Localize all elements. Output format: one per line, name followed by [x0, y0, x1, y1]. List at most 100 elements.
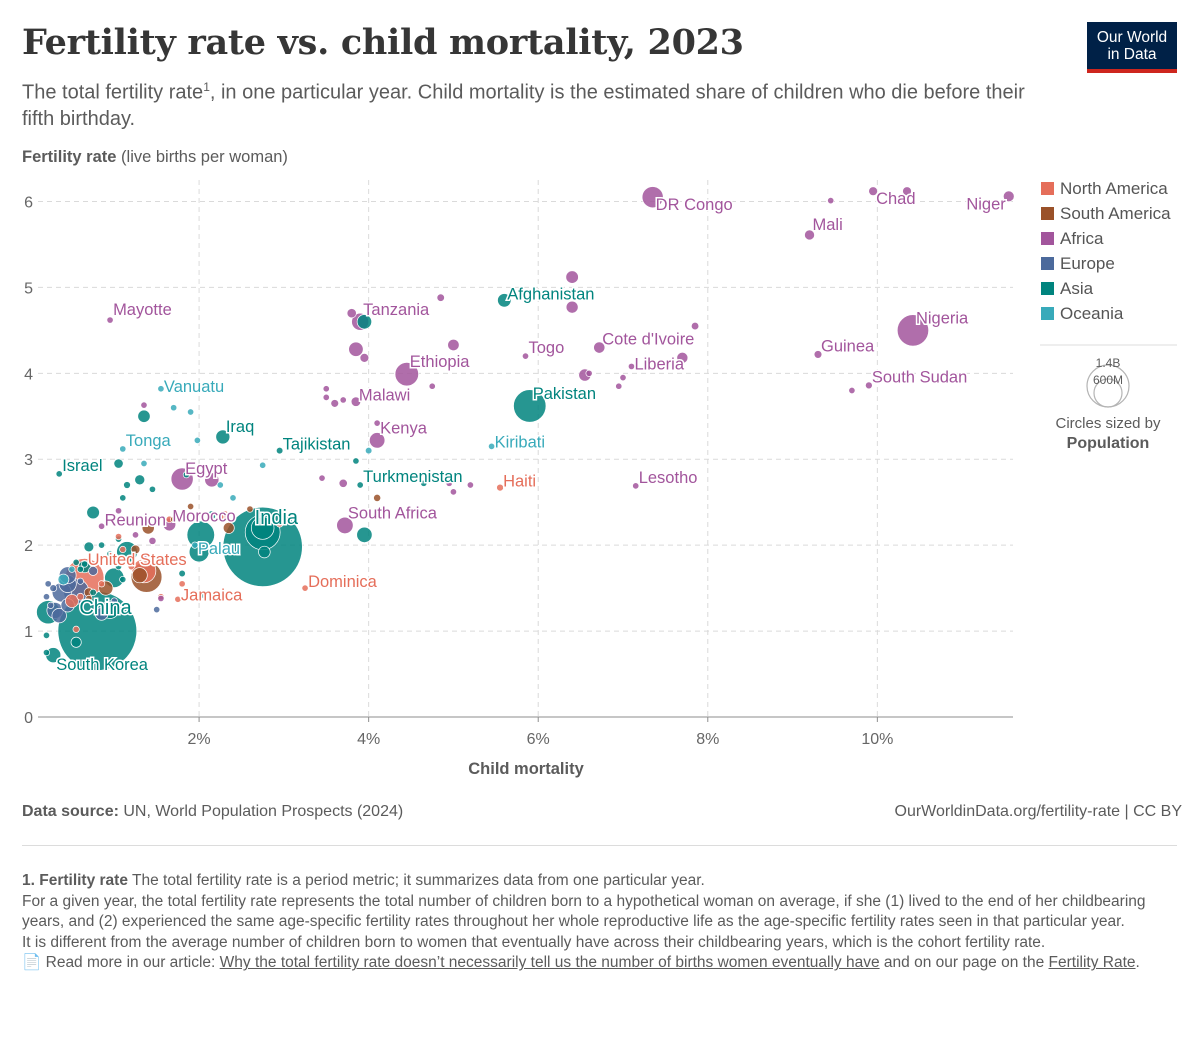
point-qatar[interactable] [72, 558, 80, 566]
point-puerto-rico[interactable] [72, 625, 80, 633]
point-south-africa[interactable] [336, 516, 354, 535]
point-dominica[interactable] [301, 584, 309, 592]
point-laos[interactable] [420, 479, 428, 487]
point-new-zealand[interactable] [68, 565, 76, 573]
point-palau[interactable] [191, 541, 199, 549]
point-timor-leste[interactable] [352, 457, 360, 465]
point-nigeria[interactable] [896, 314, 930, 347]
point-zambia[interactable] [346, 308, 357, 319]
footnote-ref[interactable]: 1 [203, 80, 210, 94]
point-cambodia[interactable] [207, 510, 217, 520]
point-singapore[interactable] [42, 631, 51, 639]
point-romania[interactable] [88, 566, 99, 576]
point-eritrea[interactable] [322, 393, 330, 401]
legend-label-south-america[interactable]: South America [1060, 204, 1171, 223]
point-nicaragua[interactable] [144, 515, 152, 523]
point-panama[interactable] [131, 520, 140, 528]
point-burundi[interactable] [436, 293, 445, 302]
point-guinea-bissau[interactable] [619, 374, 627, 382]
legend-swatch-asia[interactable] [1041, 282, 1054, 295]
point-estonia[interactable] [42, 593, 51, 601]
point-samoa[interactable] [193, 436, 201, 444]
point-iraq[interactable] [215, 429, 231, 445]
point-dr-congo[interactable] [641, 186, 664, 209]
point-liberia[interactable] [627, 362, 636, 370]
point-lebanon[interactable] [98, 541, 106, 549]
point-saudi-arabia[interactable] [86, 505, 100, 520]
point-cuba[interactable] [76, 592, 85, 601]
point-central-african-republic[interactable] [827, 197, 835, 205]
point-kyrgyzstan[interactable] [182, 471, 190, 479]
point-guyana[interactable] [246, 505, 254, 513]
point-australia[interactable] [57, 573, 70, 586]
size-variable[interactable]: Population [1067, 435, 1150, 452]
point-sao-tome[interactable] [140, 401, 148, 409]
point-namibia[interactable] [449, 488, 457, 496]
point-mozambique[interactable] [565, 300, 579, 314]
point-canada[interactable] [65, 594, 79, 608]
point-togo[interactable] [521, 352, 530, 360]
point-azerbaijan[interactable] [178, 569, 186, 578]
point-botswana[interactable] [318, 474, 326, 482]
legend-swatch-europe[interactable] [1041, 257, 1054, 270]
point-reunion[interactable] [98, 522, 106, 530]
point-uae[interactable] [89, 588, 97, 597]
point-uzbekistan[interactable] [137, 409, 151, 423]
point-zimbabwe[interactable] [338, 478, 348, 488]
point-micronesia[interactable] [216, 481, 224, 489]
point-haiti[interactable] [496, 483, 504, 492]
point-kiribati[interactable] [488, 442, 496, 450]
point-afghanistan[interactable] [497, 293, 512, 308]
point-bhutan[interactable] [199, 591, 207, 599]
point-mayotte[interactable] [106, 316, 114, 324]
point-senegal[interactable] [359, 353, 370, 363]
point-lesotho[interactable] [632, 482, 640, 490]
point-sweden[interactable] [49, 584, 58, 592]
legend-swatch-oceania[interactable] [1041, 307, 1054, 320]
point-finland[interactable] [47, 601, 55, 609]
legend-label-north-america[interactable]: North America [1060, 179, 1168, 198]
point-spain[interactable] [51, 607, 67, 624]
point-gabon[interactable] [428, 382, 436, 390]
point-philippines[interactable] [250, 516, 275, 540]
point-armenia[interactable] [119, 575, 127, 584]
point-comoros[interactable] [373, 419, 381, 427]
point-greenland[interactable] [114, 533, 123, 541]
point-rwanda[interactable] [330, 399, 340, 408]
point-israel[interactable] [55, 470, 63, 478]
point-moldova[interactable] [153, 606, 161, 614]
point-pakistan[interactable] [513, 389, 547, 423]
point-solomon-islands[interactable] [170, 404, 178, 412]
legend-swatch-africa[interactable] [1041, 232, 1054, 245]
point-jamaica[interactable] [174, 595, 182, 603]
source-url[interactable]: OurWorldinData.org/fertility-rate | CC B… [894, 803, 1183, 820]
point-dominican-republic[interactable] [275, 519, 284, 528]
point-norway[interactable] [44, 580, 52, 588]
point-niger[interactable] [1002, 190, 1015, 203]
point-tuvalu[interactable] [140, 459, 148, 468]
legend-label-africa[interactable]: Africa [1060, 229, 1104, 248]
point-hong-kong[interactable] [42, 649, 51, 657]
data-source-text[interactable]: UN, World Population Prospects (2024) [118, 803, 404, 820]
point-congo[interactable] [339, 396, 347, 404]
point-djibouti[interactable] [445, 479, 453, 487]
point-trinidad-and-tobago[interactable] [178, 580, 186, 588]
legend-label-europe[interactable]: Europe [1060, 254, 1115, 273]
point-jordan[interactable] [123, 481, 131, 489]
point-fiji[interactable] [259, 461, 267, 469]
point-vanuatu[interactable] [157, 385, 165, 393]
legend-swatch-south-america[interactable] [1041, 207, 1054, 220]
point-benin[interactable] [690, 321, 700, 331]
point-serbia[interactable] [76, 577, 84, 585]
point-tunisia[interactable] [148, 536, 157, 545]
point-somalia[interactable] [902, 186, 912, 196]
point-tajikistan[interactable] [275, 446, 284, 455]
point-chad[interactable] [868, 186, 878, 196]
point-marshall-islands[interactable] [229, 494, 237, 502]
point-turkmenistan[interactable] [356, 481, 364, 489]
legend-label-oceania[interactable]: Oceania [1060, 304, 1124, 323]
point-ecuador[interactable] [130, 544, 141, 555]
point-suriname[interactable] [170, 515, 178, 523]
point-costa-rica[interactable] [98, 580, 106, 588]
point-taiwan[interactable] [70, 636, 82, 648]
